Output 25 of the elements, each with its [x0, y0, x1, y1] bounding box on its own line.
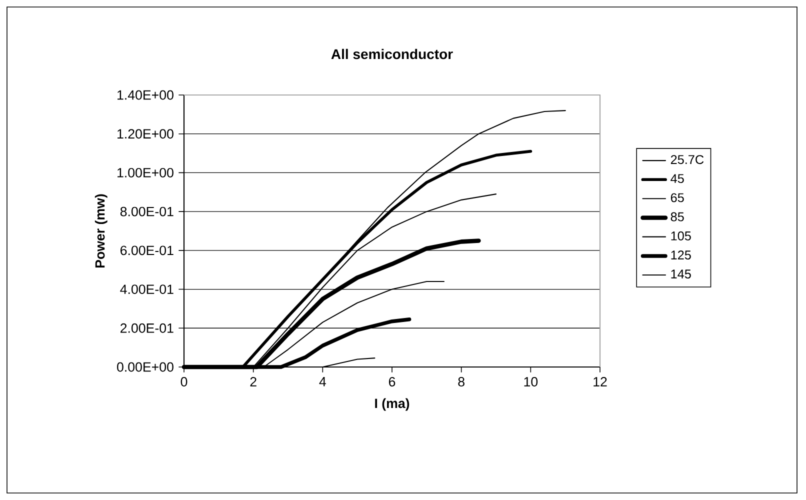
- x-tick-label: 8: [458, 377, 464, 386]
- x-tick-label: 6: [388, 377, 396, 386]
- legend-label: 105: [671, 231, 691, 240]
- y-tick-label: 4.00E-01: [120, 284, 174, 294]
- y-tick-label: 1.20E+00: [118, 129, 174, 139]
- x-tick-label: 12: [594, 377, 607, 386]
- legend-label: 45: [670, 174, 684, 184]
- legend-label: 85: [670, 212, 684, 222]
- x-tick-label: 4: [319, 377, 326, 386]
- legend-label: 145: [671, 270, 691, 278]
- legend-label: 125: [671, 250, 691, 260]
- y-tick-label: 1.00E+00: [118, 168, 174, 178]
- x-axis-title: I (ma): [375, 398, 410, 411]
- legend-label: 65: [670, 193, 684, 202]
- legend-label: 25.7C: [670, 155, 704, 164]
- y-tick-label: 8.00E-01: [120, 206, 174, 216]
- y-tick-label: 2.00E-01: [120, 323, 174, 333]
- y-tick-label: 6.00E-01: [120, 246, 174, 256]
- x-tick-label: 2: [250, 377, 256, 386]
- x-tick-label: 10: [524, 377, 538, 386]
- y-tick-label: 1.40E+00: [118, 90, 174, 100]
- y-tick-label: 0.00E+00: [117, 362, 174, 372]
- x-tick-label: 0: [180, 377, 188, 386]
- y-axis-title: Power (mw): [94, 194, 108, 268]
- chart-title: All semiconductor: [331, 48, 453, 60]
